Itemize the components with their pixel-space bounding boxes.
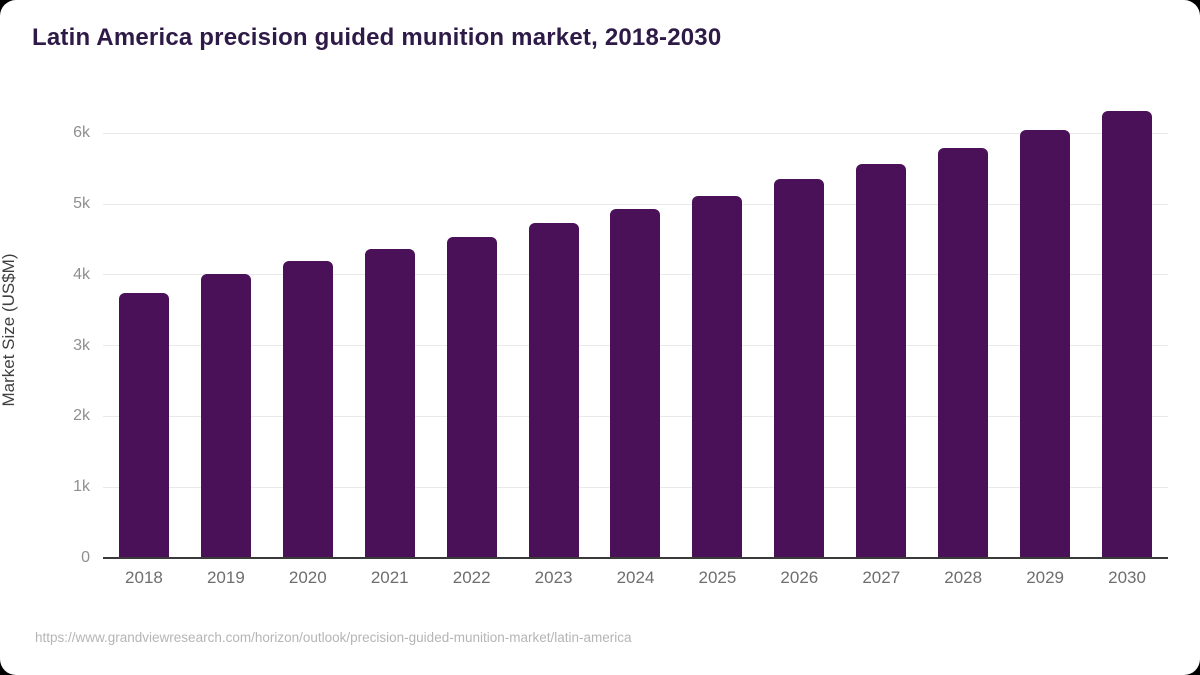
bar-slot-2028 bbox=[922, 98, 1004, 558]
page-title: Latin America precision guided munition … bbox=[32, 24, 722, 51]
x-tick-label-2022: 2022 bbox=[452, 568, 491, 587]
bar-2023[interactable] bbox=[528, 223, 579, 558]
y-tick-label-4k: 4k bbox=[73, 265, 90, 283]
source-url: https://www.grandviewresearch.com/horizo… bbox=[35, 630, 632, 645]
x-tick-label-2024: 2024 bbox=[616, 568, 655, 587]
bar-slot-2021 bbox=[349, 98, 431, 558]
gridline-5k bbox=[103, 203, 1168, 205]
bar-slot-2026 bbox=[758, 98, 840, 558]
x-tick-label-2023: 2023 bbox=[534, 568, 573, 587]
x-axis-ticks: 2018 2019 2020 2021 2022 2023 2024 2025 2026 2027… bbox=[103, 568, 1168, 588]
x-tick-label-2019: 2019 bbox=[206, 568, 245, 587]
y-tick-label-5k: 5k bbox=[73, 195, 90, 213]
bar-2029[interactable] bbox=[1020, 129, 1071, 558]
bar-2026[interactable] bbox=[774, 179, 825, 558]
bar-2018[interactable] bbox=[118, 292, 169, 558]
bar-2020[interactable] bbox=[282, 261, 333, 558]
x-tick-label-2030: 2030 bbox=[1108, 568, 1146, 587]
x-tick-label-2018: 2018 bbox=[125, 568, 163, 587]
y-tick-label-1k: 1k bbox=[73, 478, 90, 496]
bar-2028[interactable] bbox=[938, 147, 989, 558]
bar-2021[interactable] bbox=[364, 249, 415, 558]
bar-slot-2022 bbox=[431, 98, 513, 558]
y-tick-label-3k: 3k bbox=[73, 336, 90, 354]
bar-slot-2030 bbox=[1086, 98, 1168, 558]
bar-slot-2019 bbox=[185, 98, 267, 558]
y-tick-label-2k: 2k bbox=[73, 407, 90, 425]
bar-series bbox=[103, 98, 1168, 558]
bar-slot-2018 bbox=[103, 98, 185, 558]
bar-2019[interactable] bbox=[200, 273, 251, 558]
x-tick-label-2028: 2028 bbox=[944, 568, 983, 587]
y-axis-ticks: 0 1k 2k 3k 4k 5k 6k bbox=[0, 98, 90, 566]
y-tick-label-6k: 6k bbox=[73, 124, 90, 142]
x-tick-label-2025: 2025 bbox=[698, 568, 737, 587]
bar-slot-2020 bbox=[267, 98, 349, 558]
gridline-6k bbox=[103, 132, 1168, 134]
x-tick-label-2029: 2029 bbox=[1026, 568, 1065, 587]
bar-2025[interactable] bbox=[692, 195, 743, 558]
bar-slot-2029 bbox=[1004, 98, 1086, 558]
x-tick-label-2021: 2021 bbox=[370, 568, 409, 587]
bar-slot-2023 bbox=[513, 98, 595, 558]
x-tick-label-2026: 2026 bbox=[780, 568, 819, 587]
bar-2030[interactable] bbox=[1102, 111, 1153, 558]
x-axis-line bbox=[103, 557, 1168, 559]
plot-area bbox=[103, 98, 1168, 559]
bar-2024[interactable] bbox=[610, 209, 661, 558]
x-tick-label-2020: 2020 bbox=[288, 568, 327, 587]
y-tick-label-0: 0 bbox=[81, 549, 90, 566]
bar-2027[interactable] bbox=[856, 163, 907, 558]
x-tick-label-2027: 2027 bbox=[862, 568, 901, 587]
bar-2022[interactable] bbox=[446, 236, 497, 558]
bar-slot-2024 bbox=[595, 98, 677, 558]
bar-slot-2025 bbox=[676, 98, 758, 558]
bar-slot-2027 bbox=[840, 98, 922, 558]
